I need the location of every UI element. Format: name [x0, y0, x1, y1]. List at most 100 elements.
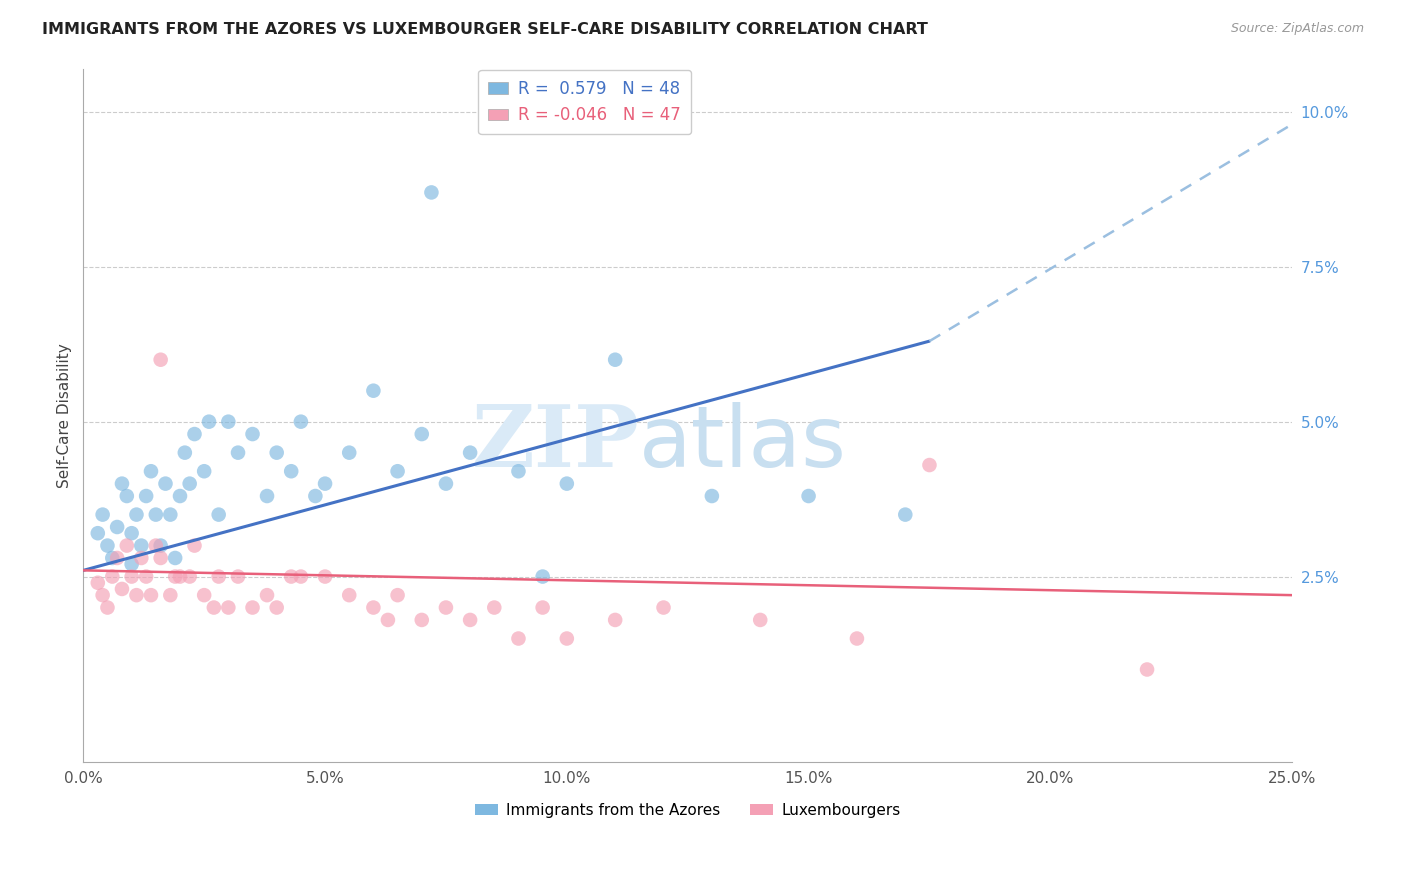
Point	[139, 464, 162, 478]
Point	[387, 588, 409, 602]
Point	[434, 476, 457, 491]
Point	[155, 476, 177, 491]
Point	[280, 569, 302, 583]
Point	[111, 476, 134, 491]
Point	[508, 464, 530, 478]
Point	[797, 489, 820, 503]
Point	[131, 539, 153, 553]
Point	[266, 600, 288, 615]
Point	[91, 588, 114, 602]
Point	[217, 600, 239, 615]
Point	[458, 613, 481, 627]
Point	[280, 464, 302, 478]
Point	[202, 600, 225, 615]
Text: Source: ZipAtlas.com: Source: ZipAtlas.com	[1230, 22, 1364, 36]
Point	[115, 489, 138, 503]
Point	[96, 600, 118, 615]
Point	[314, 476, 336, 491]
Point	[149, 539, 172, 553]
Point	[420, 186, 443, 200]
Point	[217, 415, 239, 429]
Point	[111, 582, 134, 596]
Point	[266, 445, 288, 459]
Point	[208, 569, 231, 583]
Point	[363, 600, 385, 615]
Point	[105, 551, 128, 566]
Point	[198, 415, 221, 429]
Point	[131, 551, 153, 566]
Point	[101, 569, 124, 583]
Point	[555, 632, 578, 646]
Point	[145, 539, 167, 553]
Point	[125, 588, 148, 602]
Point	[531, 600, 554, 615]
Point	[605, 352, 627, 367]
Point	[183, 427, 205, 442]
Point	[1136, 663, 1159, 677]
Point	[387, 464, 409, 478]
Point	[91, 508, 114, 522]
Point	[159, 588, 181, 602]
Point	[121, 569, 143, 583]
Point	[121, 526, 143, 541]
Point	[226, 445, 249, 459]
Point	[173, 445, 195, 459]
Point	[290, 569, 312, 583]
Point	[337, 445, 360, 459]
Point	[314, 569, 336, 583]
Point	[149, 352, 172, 367]
Point	[115, 539, 138, 553]
Point	[434, 600, 457, 615]
Point	[363, 384, 385, 398]
Point	[508, 632, 530, 646]
Point	[101, 551, 124, 566]
Point	[226, 569, 249, 583]
Y-axis label: Self-Care Disability: Self-Care Disability	[58, 343, 72, 488]
Point	[125, 508, 148, 522]
Point	[918, 458, 941, 472]
Point	[700, 489, 723, 503]
Point	[411, 427, 433, 442]
Point	[193, 588, 215, 602]
Point	[256, 588, 278, 602]
Point	[179, 476, 201, 491]
Point	[242, 600, 264, 615]
Point	[411, 613, 433, 627]
Legend: Immigrants from the Azores, Luxembourgers: Immigrants from the Azores, Luxembourger…	[470, 797, 907, 824]
Point	[169, 489, 191, 503]
Point	[531, 569, 554, 583]
Point	[183, 539, 205, 553]
Point	[894, 508, 917, 522]
Point	[605, 613, 627, 627]
Point	[169, 569, 191, 583]
Point	[337, 588, 360, 602]
Point	[179, 569, 201, 583]
Point	[165, 569, 187, 583]
Point	[165, 551, 187, 566]
Point	[484, 600, 506, 615]
Point	[242, 427, 264, 442]
Point	[159, 508, 181, 522]
Text: atlas: atlas	[640, 401, 848, 484]
Point	[458, 445, 481, 459]
Point	[87, 575, 110, 590]
Point	[193, 464, 215, 478]
Point	[845, 632, 868, 646]
Point	[121, 557, 143, 571]
Point	[377, 613, 399, 627]
Point	[652, 600, 675, 615]
Point	[105, 520, 128, 534]
Point	[135, 489, 157, 503]
Point	[135, 569, 157, 583]
Point	[139, 588, 162, 602]
Point	[149, 551, 172, 566]
Text: ZIP: ZIP	[471, 401, 640, 485]
Point	[87, 526, 110, 541]
Point	[555, 476, 578, 491]
Point	[290, 415, 312, 429]
Point	[208, 508, 231, 522]
Point	[256, 489, 278, 503]
Point	[749, 613, 772, 627]
Point	[96, 539, 118, 553]
Point	[304, 489, 326, 503]
